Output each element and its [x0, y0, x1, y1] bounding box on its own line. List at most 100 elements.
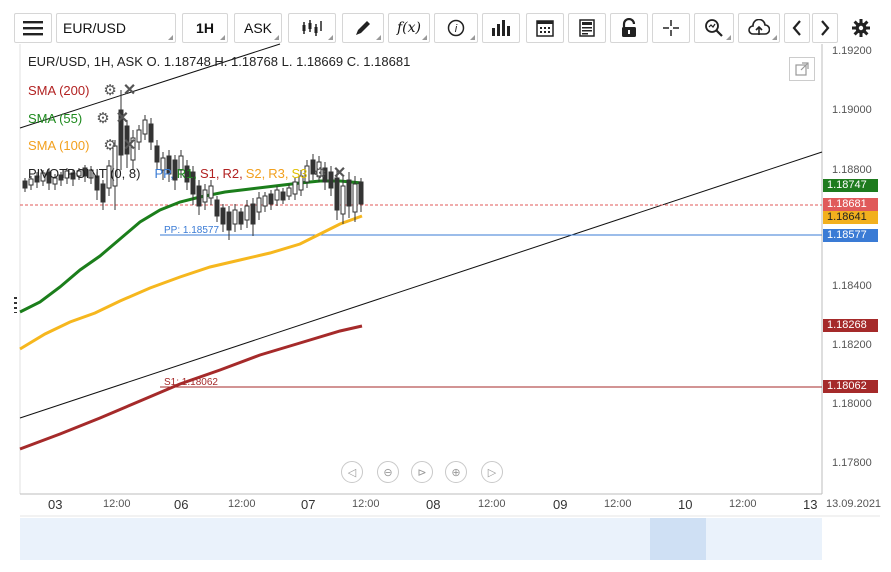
fx-label: f(x)	[396, 20, 421, 36]
sma-100-remove-icon[interactable]: ✕	[122, 137, 137, 154]
triangle-left-icon: ◁	[347, 466, 357, 479]
reset-icon: ⊳	[417, 466, 427, 479]
candles-icon	[302, 20, 322, 36]
pivot-settings-icon[interactable]: ⚙	[313, 165, 327, 182]
menu-icon	[23, 21, 43, 36]
x-end-date: 13.09.2021	[826, 498, 882, 510]
chart-type-button[interactable]	[288, 13, 336, 43]
y-tick: 1.17800	[832, 457, 872, 469]
sma-100-settings-icon[interactable]: ⚙	[103, 137, 117, 154]
zoom-in-icon: ⊕	[451, 466, 461, 479]
indicator-sma-200[interactable]: SMA (200) ⚙ ✕	[28, 80, 136, 100]
zoom-icon	[705, 19, 723, 37]
pp-line-label: PP: 1.18577	[164, 225, 219, 236]
sma-55-settings-icon[interactable]: ⚙	[96, 110, 110, 127]
y-tick: 1.19200	[832, 45, 872, 57]
price-tag-sma-200: 1.18268	[823, 319, 878, 332]
zoom-in-button[interactable]: ⊕	[445, 461, 467, 483]
indicator-sma-100[interactable]: SMA (100) ⚙ ✕	[28, 135, 136, 155]
pivot-label: PIVOTPOINT (0, 8)	[28, 165, 141, 181]
price-type-value: ASK	[243, 20, 272, 36]
interval-value: 1H	[196, 20, 214, 36]
triangle-right-icon: ▷	[487, 466, 497, 479]
scroll-right-button[interactable]	[812, 13, 838, 43]
x-time: 12:00	[604, 498, 632, 510]
indicators-button[interactable]: f(x)	[388, 13, 430, 43]
y-tick: 1.18400	[832, 280, 872, 292]
x-day: 13	[803, 497, 818, 512]
sma-200-remove-icon[interactable]: ✕	[122, 82, 137, 99]
pan-left-button[interactable]: ◁	[341, 461, 363, 483]
sma-55-line[interactable]	[19, 179, 363, 314]
lock-button[interactable]	[610, 13, 648, 43]
pencil-icon	[356, 21, 370, 35]
interval-select[interactable]: 1H	[182, 13, 228, 43]
info-icon: i	[447, 19, 465, 37]
expand-chart-button[interactable]	[789, 57, 815, 81]
x-time: 12:00	[478, 498, 506, 510]
x-time: 12:00	[729, 498, 757, 510]
indicator-sma-55[interactable]: SMA (55) ⚙ ✕	[28, 108, 129, 128]
sma-100-label: SMA (100)	[28, 137, 90, 153]
export-button[interactable]	[738, 13, 780, 43]
ohlc-text: EUR/USD, 1H, ASK O. 1.18748 H. 1.18768 L…	[28, 54, 411, 69]
pivot-level-r3: R3,	[268, 165, 289, 181]
chevron-right-icon	[821, 20, 830, 36]
scroll-left-button[interactable]	[784, 13, 810, 43]
cloud-upload-icon	[748, 19, 770, 35]
sma-200-line[interactable]	[19, 324, 363, 451]
calendar-button[interactable]	[526, 13, 564, 43]
price-tag-s1: 1.18062	[823, 380, 878, 393]
price-tag-r1: 1.18747	[823, 179, 878, 192]
x-day: 03	[48, 497, 63, 512]
x-day: 08	[426, 497, 441, 512]
report-button[interactable]	[568, 13, 606, 43]
crosshair-button[interactable]	[652, 13, 690, 43]
x-day: 06	[174, 497, 189, 512]
draw-tool-button[interactable]	[342, 13, 384, 43]
candlesticks[interactable]	[22, 90, 364, 240]
price-type-select[interactable]: ASK	[234, 13, 282, 43]
symbol-value: EUR/USD	[63, 20, 127, 36]
pivot-level-s2: S2,	[245, 165, 266, 181]
sma-200-settings-icon[interactable]: ⚙	[103, 82, 117, 99]
price-tag-pp: 1.18577	[823, 229, 878, 242]
pivot-level-r1: R1,	[176, 165, 197, 181]
zoom-button[interactable]	[694, 13, 734, 43]
calendar-icon	[536, 20, 554, 37]
settings-button[interactable]	[844, 13, 878, 43]
volume-button[interactable]	[482, 13, 520, 43]
info-button[interactable]: i	[434, 13, 478, 43]
zoom-out-icon: ⊖	[383, 466, 393, 479]
indicator-pivot[interactable]: PIVOTPOINT (0, 8) PP, R1, S1, R2, S2, R3…	[28, 163, 346, 183]
expand-icon	[795, 62, 809, 76]
lock-icon	[622, 18, 636, 37]
price-tag-sma-100: 1.18641	[823, 211, 878, 224]
zoom-out-button[interactable]: ⊖	[377, 461, 399, 483]
symbol-input[interactable]: EUR/USD	[56, 13, 176, 43]
sma-100-line[interactable]	[19, 214, 363, 351]
bars-icon	[492, 20, 510, 36]
x-time: 12:00	[352, 498, 380, 510]
x-day: 09	[553, 497, 568, 512]
y-tick: 1.18800	[832, 164, 872, 176]
trendline-upper[interactable]	[19, 43, 281, 129]
chevron-left-icon	[792, 20, 801, 36]
pivot-remove-icon[interactable]: ✕	[332, 165, 347, 182]
resize-handle[interactable]	[14, 297, 17, 313]
y-tick: 1.19000	[832, 104, 872, 116]
pivot-level-s3: S3	[291, 165, 308, 181]
x-time: 12:00	[103, 498, 131, 510]
reset-view-button[interactable]: ⊳	[411, 461, 433, 483]
sma-55-remove-icon[interactable]: ✕	[115, 110, 130, 127]
chart-toolbar: EUR/USD 1H ASK f(x) i	[14, 10, 880, 46]
menu-button[interactable]	[14, 13, 52, 43]
document-icon	[579, 19, 595, 37]
pan-right-button[interactable]: ▷	[481, 461, 503, 483]
sma-200-label: SMA (200)	[28, 82, 90, 98]
trendline-lower[interactable]	[19, 151, 823, 419]
x-time: 12:00	[228, 498, 256, 510]
y-tick: 1.18000	[832, 398, 872, 410]
ohlc-legend: EUR/USD, 1H, ASK O. 1.18748 H. 1.18768 L…	[28, 54, 410, 69]
